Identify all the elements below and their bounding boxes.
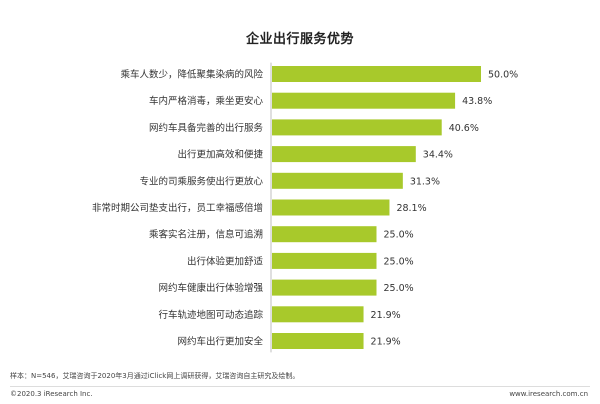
copyright-text: ©2020.3 iResearch Inc. (10, 390, 93, 398)
bar (272, 172, 403, 189)
bar (272, 333, 364, 349)
footer-divider (10, 386, 590, 387)
bar (272, 279, 377, 296)
bar (272, 92, 456, 109)
category-label: 网约车健康出行体验增强 (158, 282, 263, 294)
bar (272, 146, 416, 163)
value-label: 40.6% (449, 123, 479, 134)
category-label: 非常时期公司垫支出行，员工幸福感倍增 (92, 202, 263, 214)
category-label: 车内严格消毒，乘坐更安心 (149, 95, 264, 107)
bar (272, 306, 364, 323)
category-label: 专业的司乘服务使出行更放心 (139, 175, 263, 187)
bar (272, 66, 481, 82)
sample-note: 样本：N=546，艾瑞咨询于2020年3月通过iClick网上调研获得，艾瑞咨询… (10, 372, 300, 380)
category-label: 网约车出行更加安全 (177, 336, 263, 348)
value-label: 21.9% (371, 310, 401, 321)
value-label: 25.0% (384, 230, 414, 241)
category-label: 乘客实名注册，信息可追溯 (149, 229, 263, 241)
value-label: 25.0% (384, 283, 414, 294)
value-label: 50.0% (488, 70, 518, 81)
bar (272, 199, 390, 216)
category-label: 乘车人数少，降低聚集染病的风险 (120, 69, 263, 81)
website-text: www.iresearch.com.cn (509, 390, 588, 398)
bar (272, 226, 377, 243)
value-label: 25.0% (384, 256, 414, 267)
value-label: 21.9% (371, 337, 401, 348)
bar (272, 119, 442, 136)
category-label: 网约车具备完善的出行服务 (149, 122, 264, 134)
bar-chart: 乘车人数少，降低聚集染病的风险 50.0% 车内严格消毒，乘坐更安心 43.8% 网约车… (92, 62, 518, 353)
chart-title: 企业出行服务优势 (245, 32, 354, 47)
category-label: 行车轨迹地图可动态追踪 (158, 309, 263, 321)
value-label: 34.4% (423, 150, 453, 161)
value-label: 43.8% (462, 96, 492, 107)
category-label: 出行更加高效和便捷 (177, 149, 263, 161)
value-label: 28.1% (396, 203, 426, 214)
category-label: 出行体验更加舒适 (187, 255, 264, 267)
value-label: 31.3% (410, 176, 440, 187)
bar (272, 252, 377, 269)
